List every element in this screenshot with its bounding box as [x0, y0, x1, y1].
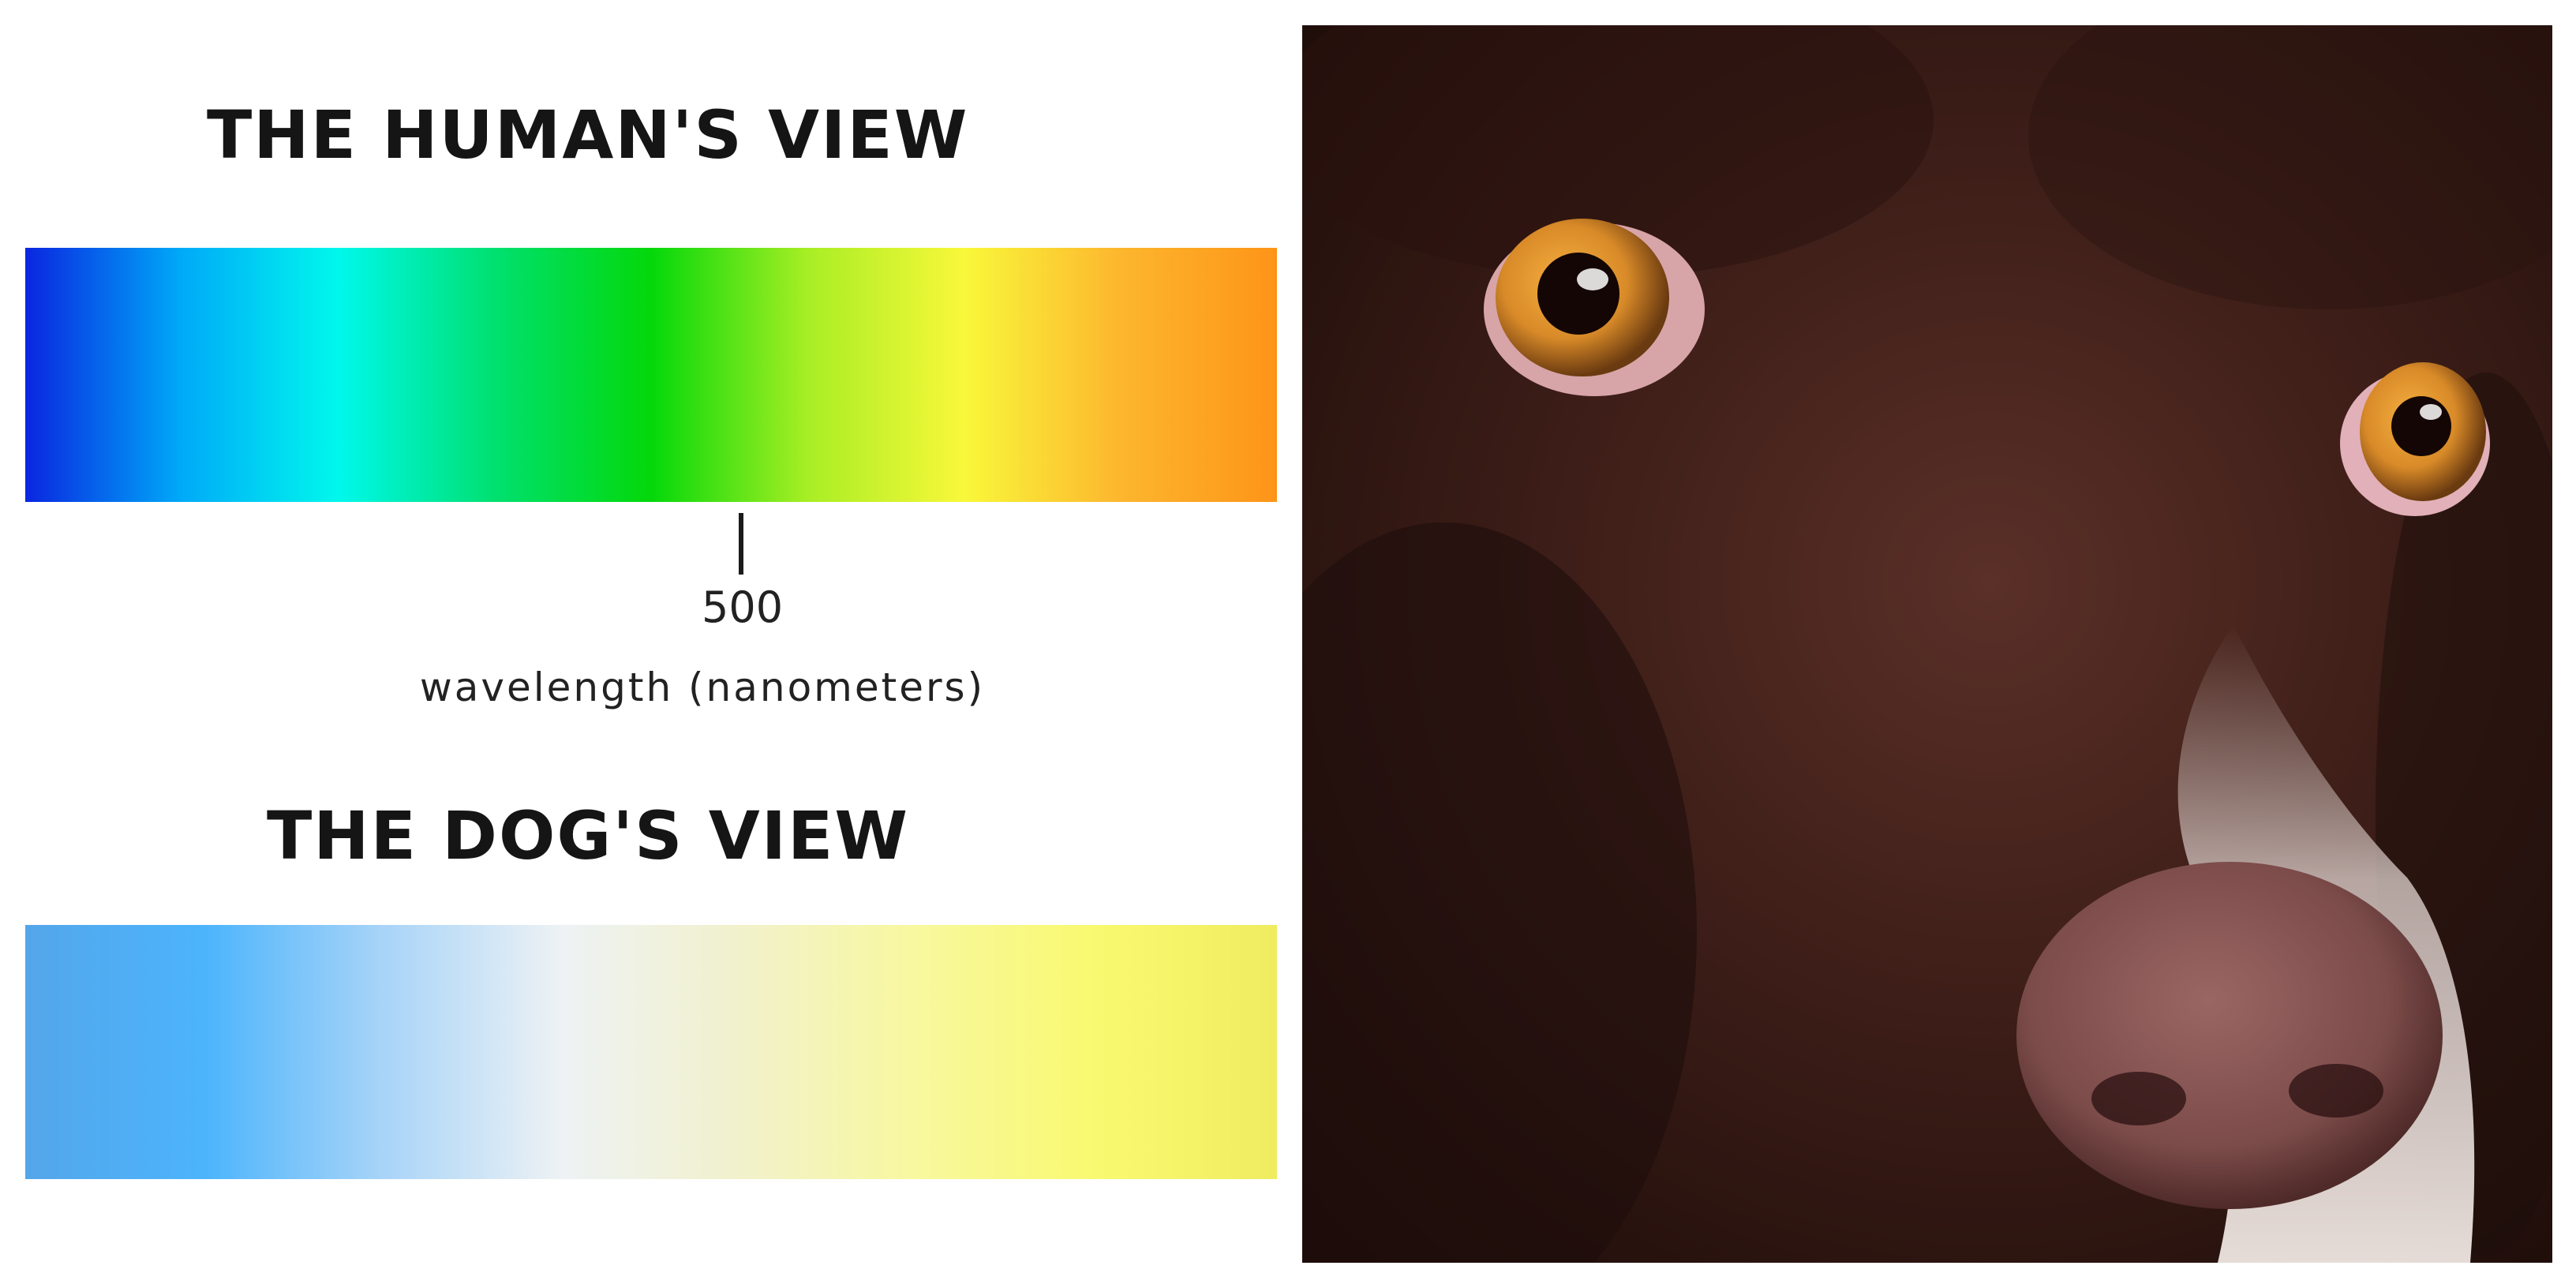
nose	[2016, 862, 2443, 1209]
wavelength-tick-label: 500	[702, 582, 784, 632]
human-color-spectrum-bar	[25, 248, 1277, 502]
dog-view-title: THE DOG'S VIEW	[267, 797, 910, 874]
wavelength-axis-label: wavelength (nanometers)	[419, 665, 986, 710]
dog-color-spectrum-bar	[25, 925, 1277, 1179]
color-vision-diagram: THE HUMAN'S VIEW 500 wavelength (nanomet…	[25, 96, 1277, 1179]
wavelength-tick-mark	[739, 513, 743, 575]
right-eye	[2340, 362, 2490, 516]
dog-face-photo	[1302, 25, 2552, 1263]
human-view-title: THE HUMAN'S VIEW	[207, 96, 969, 174]
left-eye	[1484, 219, 1705, 396]
